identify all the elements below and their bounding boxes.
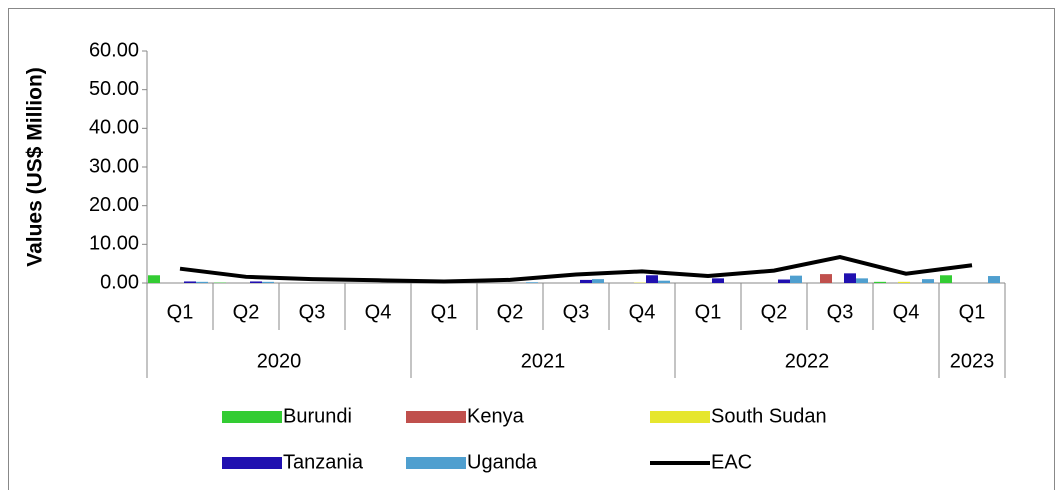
bar (988, 276, 1000, 283)
legend-label: Kenya (467, 405, 525, 427)
bar (874, 281, 886, 283)
chart-frame (8, 8, 1055, 490)
bar (196, 281, 208, 283)
bar (898, 281, 910, 283)
y-tick-label: 0.00 (100, 271, 139, 293)
bar (580, 279, 592, 283)
bar (712, 278, 724, 283)
bar (844, 273, 856, 283)
x-tick-label: Q1 (695, 301, 722, 323)
x-tick-label: Q3 (563, 301, 590, 323)
y-axis-title: Values (US$ Million) (24, 67, 47, 267)
legend-swatch (406, 457, 466, 469)
legend-swatch (650, 411, 710, 423)
y-tick-label: 50.00 (89, 78, 139, 100)
bar (250, 281, 262, 283)
bar (820, 274, 832, 283)
x-tick-label: Q2 (761, 301, 788, 323)
bar (184, 281, 196, 283)
x-tick-label: Q4 (893, 301, 920, 323)
bar (262, 281, 274, 283)
group-label: 2021 (521, 350, 566, 372)
x-tick-label: Q2 (497, 301, 524, 323)
y-tick-label: 40.00 (89, 117, 139, 139)
legend-label: Burundi (283, 405, 352, 427)
y-tick-label: 20.00 (89, 194, 139, 216)
legend-swatch (222, 457, 282, 469)
bar (592, 279, 604, 283)
x-tick-label: Q1 (959, 301, 986, 323)
bar (526, 282, 538, 283)
x-tick-label: Q3 (827, 301, 854, 323)
legend-label: Tanzania (283, 451, 364, 473)
y-tick-label: 30.00 (89, 155, 139, 177)
group-label: 2022 (785, 350, 830, 372)
legend-label: South Sudan (711, 405, 827, 427)
bar (856, 278, 868, 283)
bar (658, 280, 670, 283)
legend-label: Uganda (467, 451, 538, 473)
legend-label: EAC (711, 451, 752, 473)
bar (922, 279, 934, 283)
bar (778, 279, 790, 283)
y-tick-label: 60.00 (89, 39, 139, 61)
bar (646, 275, 658, 283)
bar (940, 275, 952, 283)
bar (790, 275, 802, 283)
bar (148, 275, 160, 283)
line (179, 255, 973, 284)
x-tick-label: Q4 (365, 301, 392, 323)
x-tick-label: Q2 (233, 301, 260, 323)
x-tick-label: Q3 (299, 301, 326, 323)
legend-swatch (222, 411, 282, 423)
x-tick-label: Q4 (629, 301, 656, 323)
group-label: 2020 (257, 350, 302, 372)
group-label: 2023 (950, 350, 995, 372)
y-tick-label: 10.00 (89, 233, 139, 255)
x-tick-label: Q1 (431, 301, 458, 323)
x-tick-label: Q1 (167, 301, 194, 323)
legend-swatch (406, 411, 466, 423)
